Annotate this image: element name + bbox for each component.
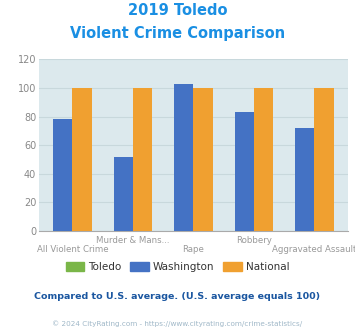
Bar bbox=[235, 112, 254, 231]
Text: Aggravated Assault: Aggravated Assault bbox=[272, 245, 355, 254]
Text: Compared to U.S. average. (U.S. average equals 100): Compared to U.S. average. (U.S. average … bbox=[34, 292, 321, 301]
Bar bbox=[53, 119, 72, 231]
Bar bbox=[174, 84, 193, 231]
Text: 2019 Toledo: 2019 Toledo bbox=[128, 3, 227, 18]
Bar bbox=[72, 88, 92, 231]
Bar bbox=[295, 128, 315, 231]
Text: Violent Crime Comparison: Violent Crime Comparison bbox=[70, 26, 285, 41]
Bar bbox=[114, 157, 133, 231]
Legend: Toledo, Washington, National: Toledo, Washington, National bbox=[61, 258, 294, 276]
Bar bbox=[193, 88, 213, 231]
Text: Rape: Rape bbox=[182, 245, 204, 254]
Text: All Violent Crime: All Violent Crime bbox=[37, 245, 108, 254]
Text: © 2024 CityRating.com - https://www.cityrating.com/crime-statistics/: © 2024 CityRating.com - https://www.city… bbox=[53, 321, 302, 327]
Text: Robbery: Robbery bbox=[236, 236, 272, 245]
Text: Murder & Mans...: Murder & Mans... bbox=[96, 236, 170, 245]
Bar bbox=[133, 88, 152, 231]
Bar bbox=[315, 88, 334, 231]
Bar bbox=[254, 88, 273, 231]
